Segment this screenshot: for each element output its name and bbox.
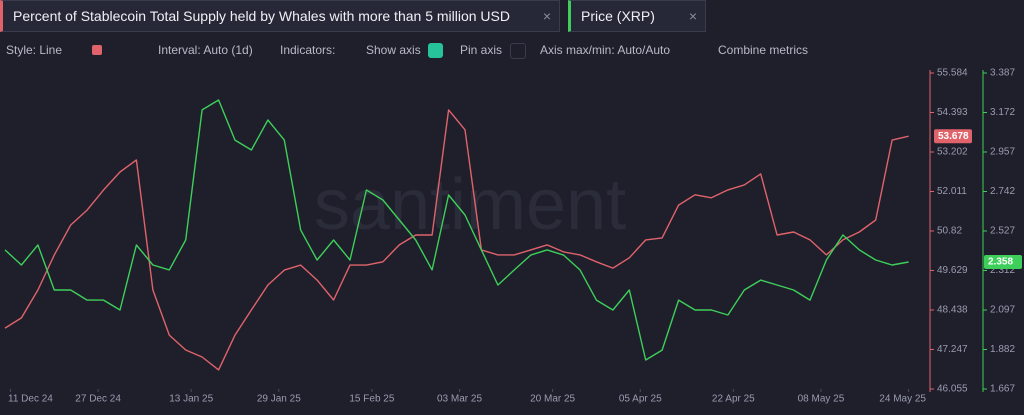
show-axis-label: Show axis xyxy=(366,43,421,57)
interval-select[interactable]: Interval: Auto (1d) xyxy=(158,43,253,57)
x-tick-label: 22 Apr 25 xyxy=(712,394,755,405)
last-value-badge xyxy=(934,129,972,144)
x-tick-label: 05 Apr 25 xyxy=(619,394,662,405)
pin-axis-checkbox[interactable] xyxy=(510,43,526,59)
y2-tick-label: 2.527 xyxy=(990,226,1015,237)
x-tick-label: 24 May 25 xyxy=(879,394,926,405)
y-tick-label: 52.011 xyxy=(937,186,967,197)
close-button[interactable]: × xyxy=(688,8,697,24)
last-value-badge xyxy=(984,255,1022,270)
axis-minmax-select[interactable]: Axis max/min: Auto/Auto xyxy=(540,43,671,57)
combine-metrics[interactable]: Combine metrics xyxy=(718,43,809,57)
y-tick-label: 46.055 xyxy=(937,384,968,395)
metric-tab[interactable]: Percent of Stablecoin Total Supply held … xyxy=(0,0,560,32)
y-tick-label: 49.629 xyxy=(937,265,968,276)
indicators-select[interactable]: Indicators: xyxy=(280,43,336,57)
x-tick-label: 13 Jan 25 xyxy=(169,394,213,405)
tab-label: Price (XRP) xyxy=(581,8,655,24)
tab-label: Percent of Stablecoin Total Supply held … xyxy=(13,8,510,24)
y-tick-label: 47.247 xyxy=(937,344,968,355)
series-line xyxy=(4,99,909,361)
x-tick-label: 15 Feb 25 xyxy=(349,394,394,405)
series-line xyxy=(4,109,909,371)
x-tick-label: 27 Dec 24 xyxy=(75,394,121,405)
show-axis-checkbox[interactable] xyxy=(428,43,443,58)
metric-tab[interactable]: Price (XRP) × xyxy=(568,0,706,32)
y2-tick-label: 3.172 xyxy=(990,107,1015,118)
x-tick-label: 11 Dec 24 xyxy=(8,394,53,405)
style-select[interactable]: Style: Line xyxy=(6,43,63,57)
x-tick-label: 29 Jan 25 xyxy=(257,394,301,405)
y-tick-label: 54.393 xyxy=(937,107,968,118)
pin-axis-label: Pin axis xyxy=(460,43,503,57)
y-tick-label: 48.438 xyxy=(937,305,968,316)
y2-tick-label: 2.957 xyxy=(990,147,1015,158)
x-tick-label: 03 Mar 25 xyxy=(437,394,482,405)
y2-tick-label: 2.312 xyxy=(990,265,1015,276)
watermark: santiment xyxy=(314,165,626,245)
y2-tick-label: 1.667 xyxy=(990,384,1015,395)
y2-tick-label: 1.882 xyxy=(990,344,1015,355)
y-tick-label: 53.202 xyxy=(937,147,968,158)
y2-tick-label: 2.097 xyxy=(990,305,1015,316)
last-value-label: 2.358 xyxy=(988,257,1013,268)
y-tick-label: 55.584 xyxy=(937,68,968,79)
x-tick-label: 20 Mar 25 xyxy=(530,394,575,405)
y2-tick-label: 3.387 xyxy=(990,68,1015,79)
x-tick-label: 08 May 25 xyxy=(798,394,845,405)
close-button[interactable]: × xyxy=(542,8,551,24)
last-value-label: 53.678 xyxy=(938,131,969,142)
color-picker[interactable] xyxy=(92,45,102,55)
y-tick-label: 50.82 xyxy=(937,226,962,237)
y2-tick-label: 2.742 xyxy=(990,186,1015,197)
